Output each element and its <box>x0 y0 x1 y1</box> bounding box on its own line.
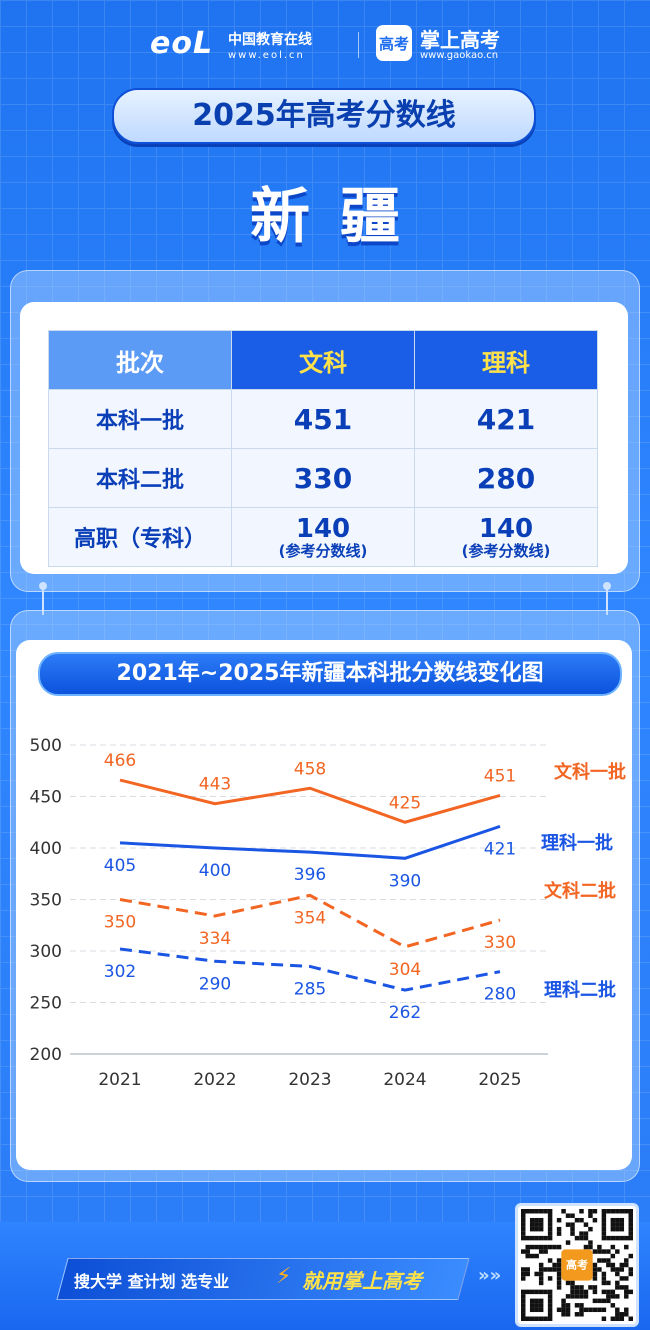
x-tick-label: 2025 <box>478 1070 521 1090</box>
x-tick-label: 2022 <box>193 1070 236 1090</box>
score-table: 批次 文科 理科 本科一批 451 421 本科二批 330 280 高职（专科… <box>48 330 598 567</box>
data-label: 302 <box>104 962 136 982</box>
series-line <box>119 824 501 860</box>
like-note: (参考分数线) <box>461 542 551 560</box>
gaokao-app-icon: 高考 <box>376 25 412 61</box>
series-line <box>119 778 501 824</box>
qr-code[interactable]: 高考 <box>515 1203 639 1327</box>
wenke-score-cell: 140 (参考分数线) <box>231 507 415 567</box>
header-wenke: 文科 <box>231 330 415 390</box>
x-tick-label: 2023 <box>288 1070 331 1090</box>
qr-center-label: 高考 <box>566 1258 588 1272</box>
batch-label: 高职（专科） <box>48 507 232 567</box>
like-score-cell: 140 (参考分数线) <box>414 507 598 567</box>
y-tick-label: 450 <box>30 788 62 808</box>
data-label: 466 <box>104 751 136 771</box>
slogan-features: 搜大学 查计划 选专业 <box>74 1272 230 1291</box>
data-label: 443 <box>199 775 231 795</box>
data-label: 425 <box>389 793 421 813</box>
wenke-score: 330 <box>231 448 415 508</box>
data-label: 285 <box>294 979 326 999</box>
lightning-icon: ⚡ <box>276 1264 292 1289</box>
connector-right <box>606 585 608 615</box>
double-arrow-icon: »» <box>478 1265 502 1286</box>
slogan-app: 就用掌上高考 <box>302 1269 422 1293</box>
data-label: 458 <box>294 759 326 779</box>
x-tick-label: 2021 <box>98 1070 141 1090</box>
eol-logo: eoL <box>150 26 214 61</box>
x-tick-label: 2024 <box>383 1070 426 1090</box>
y-tick-label: 400 <box>30 839 62 859</box>
series-label: 文科一批 <box>554 761 626 783</box>
eol-url: www.eol.cn <box>228 50 305 61</box>
wenke-score: 451 <box>231 389 415 449</box>
y-tick-label: 200 <box>30 1045 62 1065</box>
data-label: 354 <box>294 908 326 928</box>
province-name: 新疆 <box>250 182 430 252</box>
data-label: 280 <box>484 985 516 1005</box>
data-label: 290 <box>199 974 231 994</box>
y-tick-label: 250 <box>30 994 62 1014</box>
header: eoL 中国教育在线 www.eol.cn 高考 掌上高考 www.gaokao… <box>0 20 650 66</box>
chart-panel <box>16 640 632 1170</box>
connector-dot <box>603 582 611 590</box>
data-label: 304 <box>389 960 421 980</box>
data-label: 400 <box>199 861 231 881</box>
data-label: 330 <box>484 933 516 953</box>
connector-dot <box>39 582 47 590</box>
y-tick-label: 500 <box>30 736 62 756</box>
data-label: 390 <box>389 871 421 891</box>
title-banner: 2025年高考分数线 <box>112 88 536 144</box>
series-label: 理科二批 <box>544 979 616 1001</box>
header-divider <box>358 32 359 58</box>
batch-label: 本科二批 <box>48 448 232 508</box>
data-label: 262 <box>389 1003 421 1023</box>
connector-left <box>42 585 44 615</box>
y-tick-label: 350 <box>30 891 62 911</box>
chart-title: 2021年~2025年新疆本科批分数线变化图 <box>116 661 544 686</box>
gaokao-url: www.gaokao.cn <box>420 50 499 61</box>
like-score: 421 <box>414 389 598 449</box>
batch-label: 本科一批 <box>48 389 232 449</box>
table-row: 本科一批 451 421 <box>48 389 598 449</box>
data-label: 396 <box>294 865 326 885</box>
data-label: 350 <box>104 913 136 933</box>
eol-name: 中国教育在线 <box>228 32 312 48</box>
page-title: 2025年高考分数线 <box>192 98 456 133</box>
series-label: 理科一批 <box>541 832 613 854</box>
like-score: 280 <box>414 448 598 508</box>
table-row: 高职（专科） 140 (参考分数线) 140 (参考分数线) <box>48 507 598 567</box>
data-label: 451 <box>484 766 516 786</box>
line-chart: 500 450 400 350 300 250 200 2021 2022 2023 2024 202… <box>30 736 626 1090</box>
like-score: 140 <box>478 514 534 544</box>
header-like: 理科 <box>414 330 598 390</box>
data-label: 405 <box>104 856 136 876</box>
wenke-note: (参考分数线) <box>278 542 368 560</box>
qr-pattern: 高考 <box>521 1209 633 1321</box>
chart-title-banner: 2021年~2025年新疆本科批分数线变化图 <box>38 652 622 696</box>
gaokao-name: 掌上高考 <box>420 28 500 52</box>
table-row: 本科二批 330 280 <box>48 448 598 508</box>
wenke-score: 140 <box>295 514 351 544</box>
series-label: 文科二批 <box>544 880 616 902</box>
data-label: 421 <box>484 839 516 859</box>
data-label: 334 <box>199 929 231 949</box>
y-tick-label: 300 <box>30 942 62 962</box>
